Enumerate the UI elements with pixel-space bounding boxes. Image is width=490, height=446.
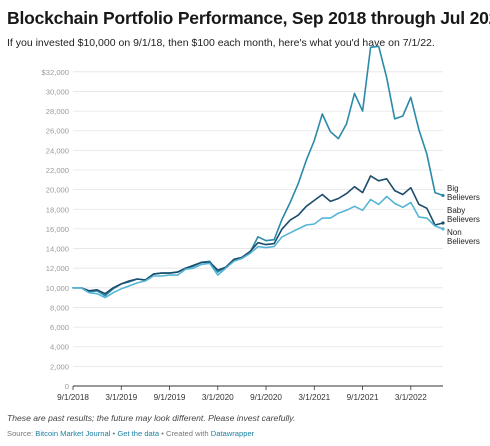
y-tick-label: 6,000 [50, 323, 69, 332]
series-end-point-baby-believers [441, 221, 445, 225]
x-tick-label: 3/1/2022 [395, 393, 427, 402]
series-line-non-believers [72, 195, 444, 299]
y-tick-label: 28,000 [46, 107, 69, 116]
source-prefix: Source: [7, 429, 36, 438]
y-tick-label: 10,000 [46, 284, 69, 293]
x-tick-label: 9/1/2018 [57, 393, 89, 402]
x-tick-label: 3/1/2021 [298, 393, 330, 402]
x-tick-label: 3/1/2019 [105, 393, 137, 402]
y-tick-label: 18,000 [46, 205, 69, 214]
series-line-baby-believers [72, 175, 444, 295]
grid-lines [73, 71, 443, 387]
chart-title: Blockchain Portfolio Performance, Sep 20… [7, 8, 490, 28]
series-label-non-believers: Non Believers [447, 228, 480, 246]
x-tick-label: 9/1/2019 [154, 393, 186, 402]
series-label-baby-believers: Baby Believers [447, 206, 480, 224]
series-end-point-big-believers [441, 193, 445, 198]
source-line: Source: Bitcoin Market Journal • Get the… [7, 429, 254, 438]
x-tick-label: 9/1/2020 [250, 393, 282, 402]
y-tick-label: $32,000 [42, 68, 69, 77]
y-tick-label: 12,000 [46, 264, 69, 273]
y-tick-label: 0 [65, 382, 69, 391]
created-with-text: • Created with [159, 429, 211, 438]
y-tick-label: 16,000 [46, 225, 69, 234]
chart-subtitle: If you invested $10,000 on 9/1/18, then … [7, 37, 435, 49]
get-data-link[interactable]: Get the data [117, 429, 160, 438]
x-axis-labels: 9/1/2018 3/1/2019 9/1/2019 3/1/2020 9/1/2020… [57, 386, 427, 402]
datawrapper-link[interactable]: Datawrapper [210, 429, 255, 438]
y-tick-label: 4,000 [50, 343, 69, 352]
y-tick-label: 2,000 [50, 362, 69, 371]
series-line-big-believers [72, 45, 444, 297]
series-label-big-believers: Big Believers [447, 184, 480, 202]
y-tick-label: 30,000 [46, 87, 69, 96]
y-tick-label: 14,000 [46, 245, 69, 254]
series-end-point-non-believers [441, 227, 445, 231]
source-link[interactable]: Bitcoin Market Journal [35, 429, 111, 438]
disclaimer-note: These are past results; the future may l… [7, 413, 296, 423]
y-tick-label: 26,000 [46, 127, 69, 136]
y-axis-labels: 0 2,000 4,000 6,000 8,000 10,000 12,000 14,000 1… [42, 68, 69, 391]
y-tick-label: 24,000 [46, 146, 69, 155]
series-lines [72, 45, 445, 299]
source-separator: • [110, 429, 118, 438]
x-tick-label: 9/1/2021 [347, 393, 379, 402]
x-tick-label: 3/1/2020 [202, 393, 234, 402]
y-tick-label: 20,000 [46, 186, 69, 195]
y-tick-label: 22,000 [46, 166, 69, 175]
series-labels: Big Believers Baby Believers Non Believers [447, 184, 480, 246]
y-tick-label: 8,000 [50, 303, 69, 312]
